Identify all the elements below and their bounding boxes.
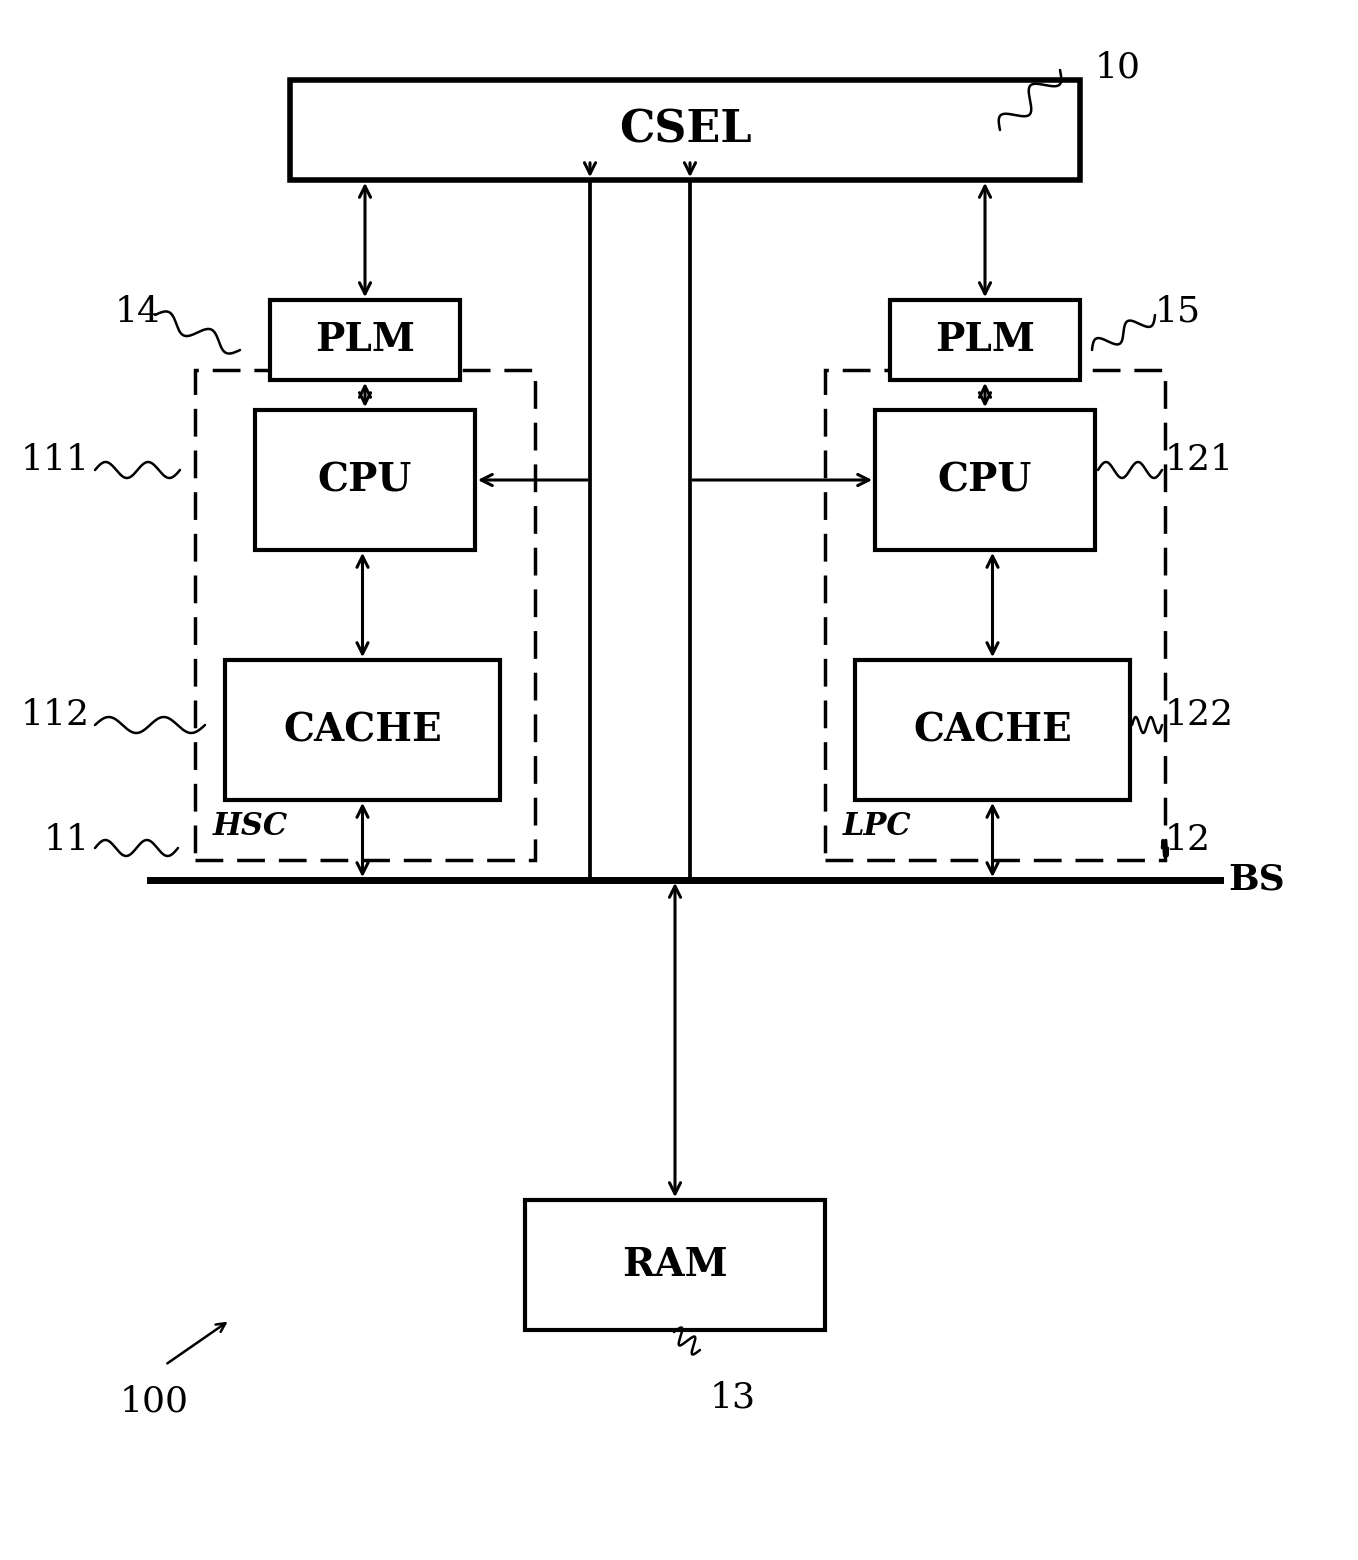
Text: CSEL: CSEL [619,109,751,151]
Text: CPU: CPU [938,462,1032,499]
Text: 14: 14 [115,295,162,329]
Text: RAM: RAM [622,1246,728,1284]
Text: 15: 15 [1156,295,1200,329]
Text: 12: 12 [1165,824,1211,856]
Text: PLM: PLM [315,321,416,359]
Text: 112: 112 [20,697,90,732]
Text: LPC: LPC [843,811,911,842]
Text: CPU: CPU [318,462,413,499]
Bar [526,1200,826,1331]
Text: CACHE: CACHE [282,711,441,749]
Text: 10: 10 [1095,50,1141,84]
Bar [875,410,1095,551]
Bar [255,410,475,551]
Text: CACHE: CACHE [913,711,1071,749]
Text: 121: 121 [1165,443,1234,477]
Bar [225,660,500,800]
Text: 111: 111 [20,443,90,477]
Text: PLM: PLM [936,321,1035,359]
Bar [270,300,460,381]
Bar [826,370,1165,860]
Text: 122: 122 [1165,697,1234,732]
Text: 100: 100 [120,1385,189,1420]
Text: 11: 11 [43,824,90,856]
Bar [196,370,535,860]
Bar [856,660,1130,800]
Text: HSC: HSC [213,811,288,842]
Text: 13: 13 [710,1381,756,1413]
Text: BS: BS [1228,863,1285,897]
Bar [291,80,1080,179]
Bar [889,300,1080,381]
